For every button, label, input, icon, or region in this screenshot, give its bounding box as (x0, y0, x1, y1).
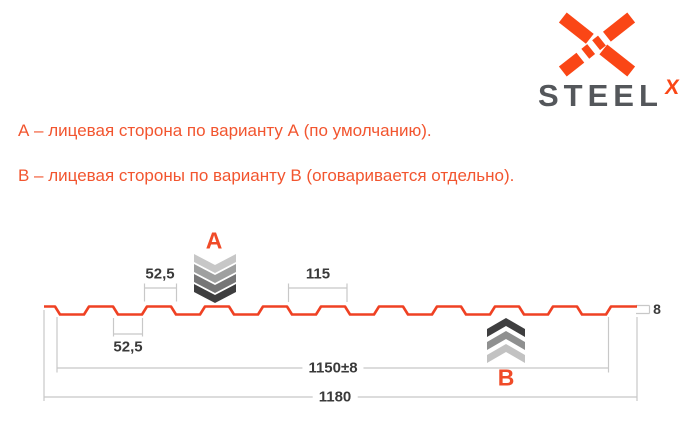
sheet-profile-line (44, 305, 637, 316)
dim-overall-width: 1180 (312, 389, 358, 405)
dim-pitch: 115 (305, 265, 331, 283)
steelx-logo-icon (558, 12, 636, 77)
variant-a-chevrons-icon (194, 254, 236, 303)
legend-variant-b: В – лицевая стороны по варианту В (огова… (18, 166, 515, 185)
dim-valley-width-bottom: 52,5 (113, 338, 143, 356)
logo-wordmark-text: STEEL (538, 78, 663, 113)
logo-wordmark: STEEL X (538, 76, 681, 113)
variant-a-label: A (205, 227, 223, 254)
dim-crest-width-top: 52,5 (145, 265, 175, 283)
legend-variant-a: А – лицевая сторона по варианту А (по ум… (18, 121, 432, 140)
variant-b-label: B (497, 364, 515, 391)
variant-b-chevrons-icon (487, 318, 525, 363)
dim-working-width: 1150±8 (302, 360, 364, 376)
dim-profile-height: 8 (653, 301, 661, 317)
